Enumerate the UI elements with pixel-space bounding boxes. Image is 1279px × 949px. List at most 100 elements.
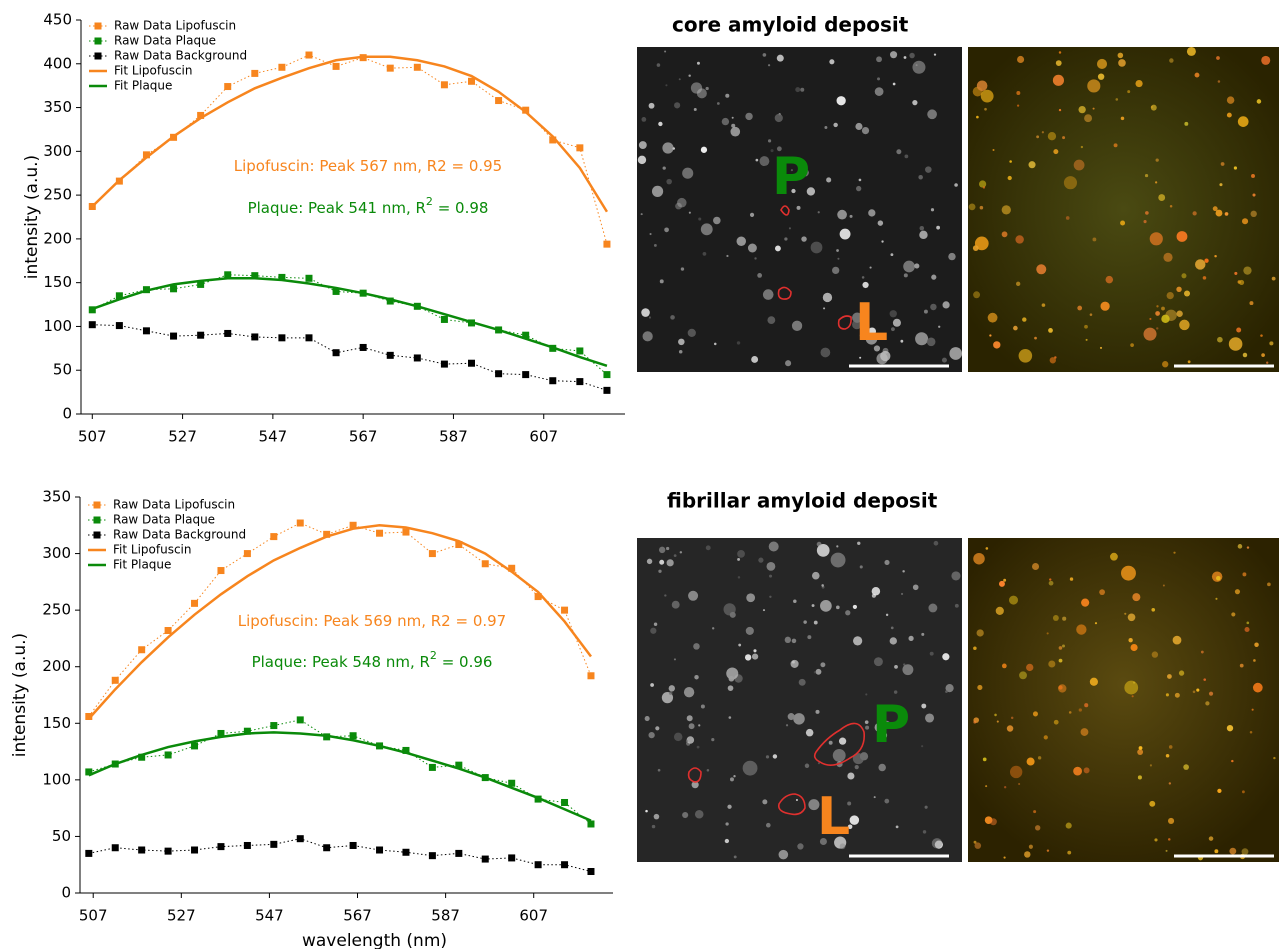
- speck: [1019, 349, 1033, 363]
- speck: [706, 87, 709, 90]
- x-tick-label: 527: [167, 907, 196, 925]
- speck: [890, 637, 897, 644]
- speck: [920, 226, 925, 231]
- speck: [1133, 682, 1135, 684]
- data-point: [270, 841, 277, 848]
- speck: [1238, 116, 1249, 127]
- speck: [738, 644, 741, 647]
- speck: [891, 327, 895, 331]
- speck: [1049, 581, 1054, 586]
- speck: [1048, 660, 1055, 667]
- speck: [767, 316, 775, 324]
- speck: [986, 547, 989, 550]
- speck: [1170, 205, 1173, 208]
- speck: [876, 56, 882, 62]
- speck: [1067, 851, 1071, 855]
- series-line: [89, 720, 591, 824]
- speck: [837, 96, 846, 105]
- speck: [1058, 685, 1062, 689]
- speck: [840, 229, 851, 240]
- speck: [796, 799, 798, 801]
- speck: [649, 103, 655, 109]
- color-image: [968, 538, 1279, 862]
- speck: [928, 604, 937, 613]
- speck: [1242, 790, 1245, 793]
- speck: [803, 620, 806, 623]
- speck: [689, 212, 691, 214]
- speck: [1163, 584, 1165, 586]
- speck: [870, 267, 872, 269]
- speck: [726, 255, 728, 257]
- speck: [1137, 749, 1143, 755]
- speck: [811, 242, 823, 254]
- speck: [1086, 339, 1088, 341]
- data-point: [576, 347, 583, 354]
- speck: [942, 358, 947, 363]
- speck: [1009, 596, 1018, 605]
- speck: [1132, 695, 1134, 697]
- data-point: [191, 742, 198, 749]
- speck: [909, 53, 914, 58]
- speck: [1192, 211, 1196, 215]
- speck: [659, 547, 665, 553]
- speck: [1007, 725, 1013, 731]
- speck: [856, 186, 861, 191]
- speck: [925, 166, 932, 173]
- speck: [727, 805, 731, 809]
- speck: [1013, 326, 1018, 331]
- speck: [855, 765, 859, 769]
- speck: [994, 714, 997, 717]
- color-image: [968, 47, 1279, 372]
- speck: [1127, 90, 1130, 93]
- speck: [896, 826, 899, 829]
- speck: [1166, 850, 1168, 852]
- speck: [1114, 143, 1118, 147]
- speck: [1163, 253, 1172, 262]
- speck: [1218, 80, 1221, 83]
- data-point: [217, 567, 224, 574]
- annotation-part: = 0.98: [433, 199, 489, 217]
- speck: [797, 843, 803, 849]
- speck: [1236, 328, 1241, 333]
- speck: [1168, 838, 1171, 841]
- speck: [768, 139, 771, 142]
- speck: [874, 796, 876, 798]
- speck: [913, 584, 919, 590]
- speck: [1205, 701, 1209, 705]
- speck: [753, 649, 756, 652]
- panel-title: fibrillar amyloid deposit: [667, 489, 938, 513]
- data-point: [89, 321, 96, 328]
- speck: [1081, 728, 1089, 736]
- speck: [1243, 266, 1251, 274]
- data-point: [165, 627, 172, 634]
- speck: [664, 50, 666, 52]
- y-tick-label: 300: [42, 544, 71, 562]
- speck: [821, 584, 824, 587]
- data-point: [297, 835, 304, 842]
- speck: [993, 149, 995, 151]
- legend-marker: [95, 53, 102, 60]
- speck: [1128, 638, 1132, 642]
- data-point: [191, 847, 198, 854]
- speck: [730, 777, 734, 781]
- speck: [1087, 79, 1100, 92]
- speck: [734, 855, 737, 858]
- speck: [745, 654, 751, 660]
- speck: [737, 558, 740, 561]
- speck: [1260, 334, 1263, 337]
- speck: [658, 570, 661, 573]
- speck: [921, 633, 924, 636]
- speck: [729, 676, 735, 682]
- speck: [773, 754, 777, 758]
- series-line: [92, 278, 607, 366]
- data-point: [305, 52, 312, 59]
- speck: [654, 814, 660, 820]
- speck: [732, 117, 734, 119]
- speck: [902, 570, 904, 572]
- speck: [1184, 290, 1190, 296]
- speck: [1273, 757, 1275, 759]
- speck: [826, 177, 831, 182]
- speck: [729, 716, 732, 719]
- data-point: [376, 530, 383, 537]
- data-point: [244, 550, 251, 557]
